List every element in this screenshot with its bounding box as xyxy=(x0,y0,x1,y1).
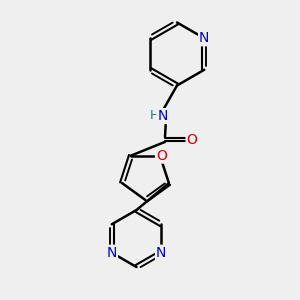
Text: N: N xyxy=(158,109,168,123)
Text: N: N xyxy=(199,31,209,45)
Text: N: N xyxy=(106,246,117,260)
Text: O: O xyxy=(187,133,197,146)
Text: H: H xyxy=(150,109,159,122)
Text: O: O xyxy=(156,148,167,163)
Text: N: N xyxy=(156,246,166,260)
